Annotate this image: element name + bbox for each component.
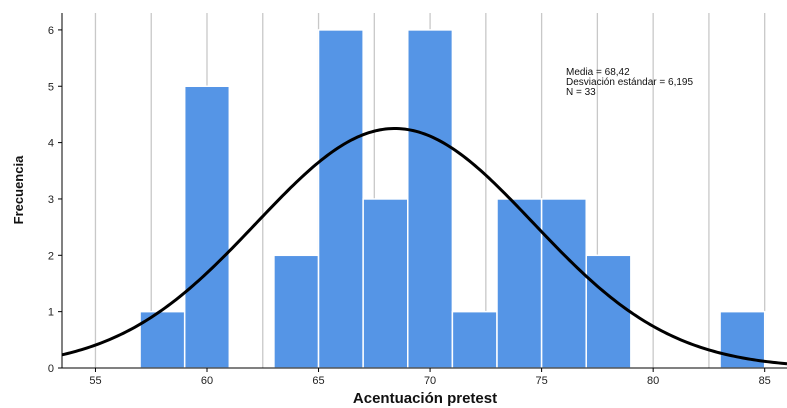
stats-line: Media = 68,42 bbox=[566, 67, 630, 78]
y-tick-label: 6 bbox=[48, 25, 54, 37]
histogram-bar bbox=[451, 310, 498, 369]
histogram-bar bbox=[585, 254, 632, 369]
x-tick-label: 65 bbox=[312, 375, 324, 387]
histogram-bar bbox=[540, 198, 587, 369]
y-tick-label: 1 bbox=[48, 307, 54, 319]
y-tick-label: 3 bbox=[48, 194, 54, 206]
x-axis-label: Acentuación pretest bbox=[353, 390, 497, 407]
y-axis-label: Frecuencia bbox=[11, 155, 26, 224]
y-tick-label: 5 bbox=[48, 81, 54, 93]
normal-curve bbox=[61, 127, 787, 366]
x-tick-label: 75 bbox=[535, 375, 547, 387]
x-tick-label: 70 bbox=[424, 375, 436, 387]
y-tick-label: 2 bbox=[48, 250, 54, 262]
x-tick-labels: 55 60 65 70 75 80 85 bbox=[89, 368, 771, 387]
histogram-bar bbox=[407, 29, 454, 369]
x-tick-label: 80 bbox=[647, 375, 659, 387]
histogram-bar bbox=[183, 85, 231, 369]
histogram-bar bbox=[317, 29, 364, 369]
histogram-bar bbox=[273, 254, 320, 369]
stats-line: Desviación estándar = 6,195 bbox=[566, 77, 693, 88]
x-tick-label: 55 bbox=[89, 375, 101, 387]
y-tick-label: 4 bbox=[48, 138, 54, 150]
histogram-bar bbox=[362, 198, 409, 369]
x-tick-label: 60 bbox=[201, 375, 213, 387]
y-tick-labels: 0 1 2 3 4 5 6 bbox=[48, 25, 62, 375]
x-tick-label: 85 bbox=[759, 375, 771, 387]
y-tick-label: 0 bbox=[48, 363, 54, 375]
stats-line: N = 33 bbox=[566, 87, 596, 98]
axes bbox=[61, 13, 787, 369]
